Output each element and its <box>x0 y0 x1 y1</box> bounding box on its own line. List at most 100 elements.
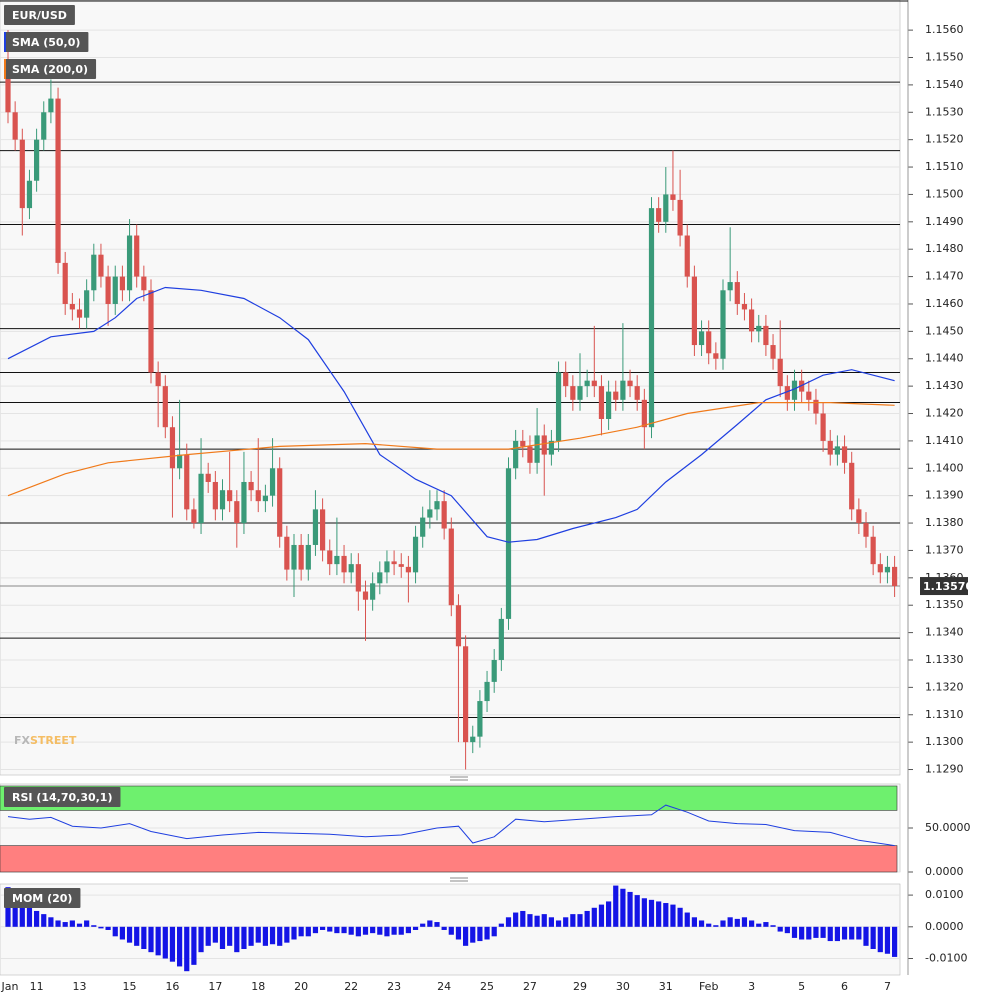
candle-body <box>34 139 40 181</box>
candle-body <box>362 591 369 600</box>
legend-label: RSI (14,70,30,1) <box>12 791 112 804</box>
candle-body <box>777 358 783 387</box>
mom-bar <box>348 926 354 935</box>
mom-bar <box>205 926 211 946</box>
x-tick-label: 18 <box>251 980 265 993</box>
candle-body <box>427 509 433 518</box>
mom-bar <box>770 925 776 927</box>
y-tick-label: 1.1520 <box>925 133 964 146</box>
candle-body <box>613 391 619 400</box>
candle-body <box>312 509 319 545</box>
candle-body <box>455 605 462 647</box>
candle-body <box>98 254 104 277</box>
candle-body <box>656 208 662 222</box>
candle-body <box>5 62 11 113</box>
y-tick-label: 1.1310 <box>925 708 964 721</box>
candle-body <box>448 528 454 606</box>
mom-bar <box>841 926 848 940</box>
candle-body <box>262 495 268 502</box>
candle-body <box>55 98 61 263</box>
candle-body <box>148 290 154 373</box>
candle-body <box>706 331 712 354</box>
mom-bar <box>155 926 161 956</box>
mom-bar <box>198 926 204 953</box>
candle-body <box>248 481 254 491</box>
x-tick-label: 17 <box>208 980 222 993</box>
x-tick-label: 3 <box>748 980 755 993</box>
candle-body <box>813 399 819 414</box>
candle-body <box>91 254 97 291</box>
candle-body <box>298 544 304 570</box>
candle-body <box>320 509 326 551</box>
last-price-label: 1.13570 <box>923 580 973 593</box>
mom-bar <box>320 926 326 930</box>
mom-bar <box>491 926 497 937</box>
y-tick-label: 1.1420 <box>925 407 964 420</box>
candle-body <box>48 98 54 113</box>
legend-box <box>4 32 89 52</box>
candle-body <box>877 564 883 573</box>
mom-bar <box>191 926 197 965</box>
mom-bar <box>534 915 540 927</box>
mom-bar <box>384 926 390 937</box>
candle-body <box>520 440 526 447</box>
candle-body <box>26 180 33 209</box>
mom-bar <box>498 923 504 927</box>
mom-bar <box>756 923 762 927</box>
x-tick-label: 16 <box>165 980 179 993</box>
candle-body <box>677 199 683 236</box>
sma-line <box>7 286 895 543</box>
mom-bar <box>248 926 254 946</box>
candle-body <box>227 490 233 502</box>
y-tick-label: 0.0100 <box>925 888 964 901</box>
candle-body <box>477 701 483 737</box>
candle-body <box>577 386 583 400</box>
x-tick-label: 11 <box>30 980 44 993</box>
legend-box <box>4 59 97 79</box>
mom-bar <box>677 907 683 927</box>
mom-bar <box>91 925 97 927</box>
y-tick-label: 1.1440 <box>925 352 964 365</box>
candle-body <box>513 440 519 469</box>
mom-bar <box>827 926 833 942</box>
x-tick-label: 7 <box>884 980 891 993</box>
candle-body <box>384 561 390 573</box>
candle-body <box>255 490 261 502</box>
candle-body <box>162 386 168 428</box>
mom-bar <box>126 926 133 943</box>
candle-body <box>555 372 562 441</box>
legend-item: RSI (14,70,30,1) <box>4 787 121 807</box>
mom-bar <box>241 926 247 949</box>
candle-body <box>84 290 90 318</box>
mom-bar <box>105 926 111 930</box>
candle-body <box>19 139 25 209</box>
candle-body <box>155 372 161 387</box>
candle-body <box>69 303 75 310</box>
candle-body <box>377 572 383 584</box>
mom-bar <box>377 926 383 935</box>
mom-bar <box>55 920 61 927</box>
candle-body <box>791 380 798 400</box>
mom-bar <box>548 917 554 927</box>
candle-body <box>62 262 68 304</box>
mom-bar <box>169 926 176 962</box>
mom-bar <box>84 920 90 927</box>
candle-body <box>198 473 204 524</box>
mom-bar <box>177 926 183 967</box>
candle-body <box>205 473 211 482</box>
mom-bar <box>112 926 118 937</box>
candle-body <box>391 561 397 565</box>
x-tick-label: 13 <box>73 980 87 993</box>
legend-box <box>4 5 75 25</box>
y-tick-label: 1.1450 <box>925 324 964 337</box>
y-tick-label: 1.1530 <box>925 105 964 118</box>
candle-body <box>627 380 633 387</box>
candle-body <box>763 325 769 346</box>
mom-bar <box>134 926 140 946</box>
candle-body <box>112 276 118 304</box>
mom-bar <box>884 926 891 954</box>
x-tick-label: Feb <box>699 980 718 993</box>
y-tick-label: 1.1540 <box>925 78 964 91</box>
candle-body <box>684 235 690 277</box>
legend-label: SMA (200,0) <box>12 63 88 76</box>
